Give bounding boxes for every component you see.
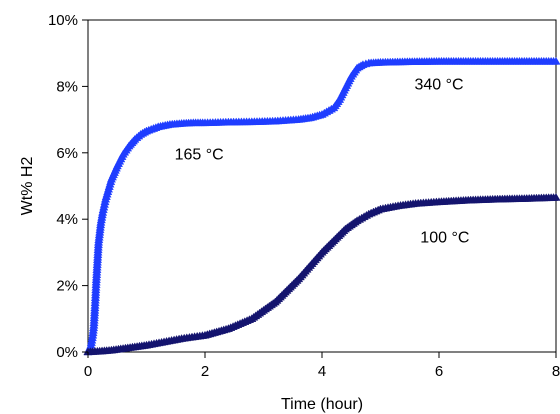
annotations-layer: 165 °C 340 °C 100 °C (175, 77, 470, 247)
y-tick-label: 6% (56, 145, 78, 162)
series-marker (551, 56, 560, 65)
series-layer (83, 56, 560, 356)
temperature-label: 165 °C (175, 146, 224, 163)
x-tick-label: 8 (552, 363, 560, 380)
x-tick-label: 2 (201, 363, 209, 380)
x-axis-title: Time (hour) (281, 396, 363, 413)
temperature-label: 100 °C (420, 229, 469, 246)
y-tick-label: 2% (56, 278, 78, 295)
y-tick-label: 10% (48, 12, 78, 29)
y-tick-label: 0% (56, 344, 78, 361)
ticks-layer: 0 2 4 6 8 0% 2% 4% 6% 8% 10% (48, 12, 560, 380)
y-tick-label: 8% (56, 78, 78, 95)
temperature-label: 340 °C (414, 77, 463, 94)
plot-area (87, 19, 557, 353)
y-tick-label: 4% (56, 211, 78, 228)
x-tick-label: 4 (318, 363, 326, 380)
series-2 (83, 193, 560, 356)
y-axis-title: Wt% H2 (19, 157, 36, 216)
series-1 (83, 56, 560, 356)
x-tick-label: 6 (435, 363, 443, 380)
series-marker (551, 193, 560, 201)
x-tick-label: 0 (84, 363, 92, 380)
